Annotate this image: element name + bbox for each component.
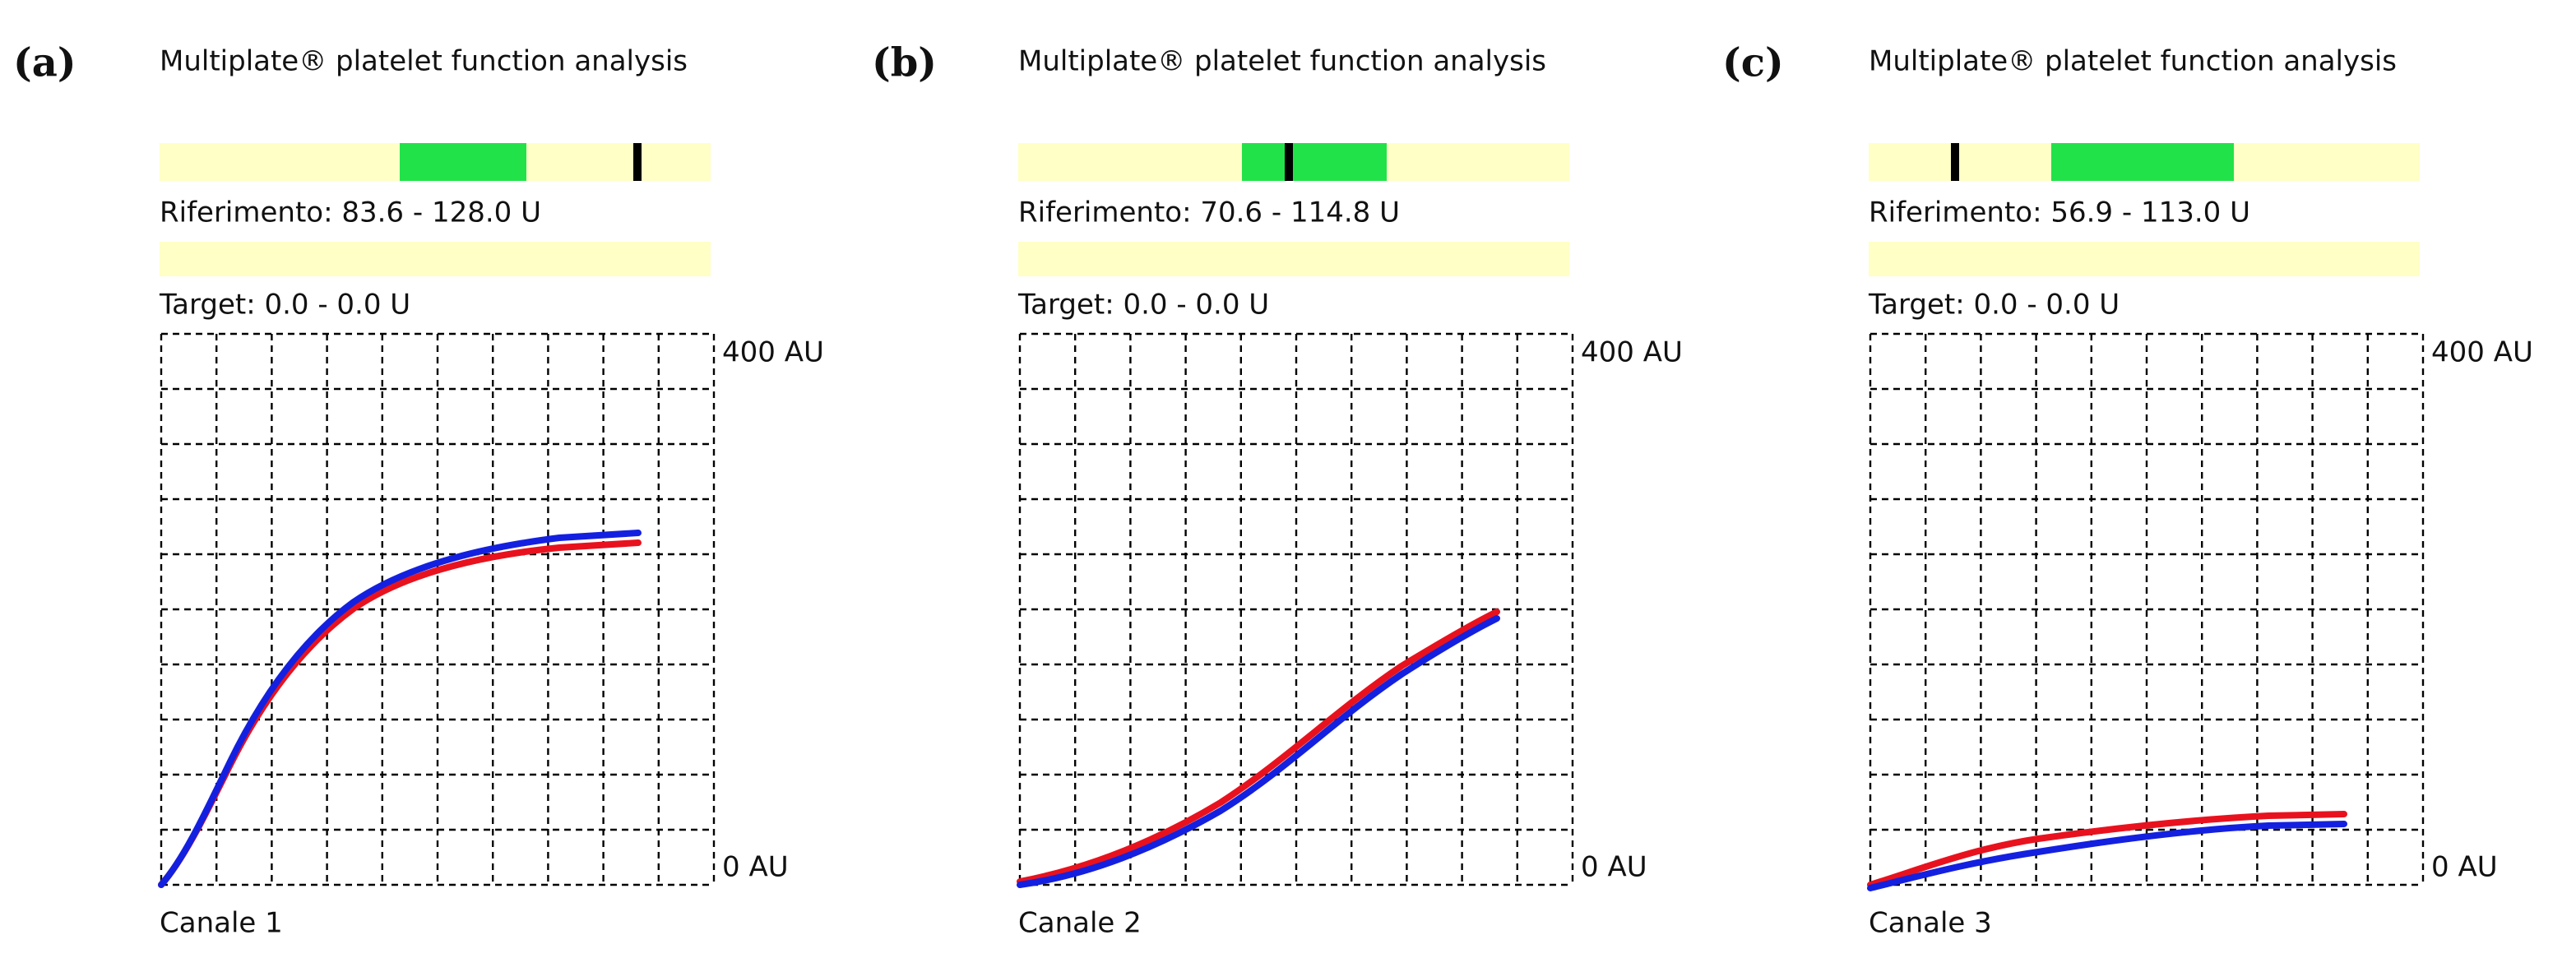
result-marker [633, 143, 642, 181]
target-bar [1869, 242, 2420, 276]
y-bottom-label: 0 AU [2431, 851, 2498, 884]
y-bottom-label: 0 AU [1581, 851, 1647, 884]
y-top-label: 400 AU [2431, 336, 2533, 369]
blue-curve [1017, 615, 1500, 888]
panel-label: (b) [872, 40, 937, 86]
grid [160, 332, 716, 886]
reference-text: Riferimento: 56.9 - 113.0 U [1869, 197, 2250, 229]
reference-text: Riferimento: 83.6 - 128.0 U [160, 197, 541, 229]
panel: (c) Multiplate® platelet function analysi… [1722, 40, 2533, 940]
target-text: Target: 0.0 - 0.0 U [1868, 289, 2120, 322]
reference-range [400, 143, 526, 181]
reference-text: Riferimento: 70.6 - 114.8 U [1018, 197, 1400, 229]
panel-title: Multiplate® platelet function analysis [160, 45, 688, 78]
target-bar [160, 242, 711, 276]
channel-label: Canale 3 [1869, 907, 1992, 940]
panel-label: (a) [13, 40, 76, 86]
channel-label: Canale 2 [1018, 907, 1142, 940]
panel: (b) Multiplate® platelet function analysi… [872, 40, 1683, 940]
red-curve [158, 539, 642, 888]
blue-curve [158, 530, 642, 888]
reference-range [1242, 143, 1387, 181]
target-text: Target: 0.0 - 0.0 U [159, 289, 410, 322]
red-curve [1867, 811, 2347, 888]
grid [1869, 332, 2425, 886]
panel-title: Multiplate® platelet function analysis [1869, 45, 2397, 78]
y-bottom-label: 0 AU [722, 851, 789, 884]
target-text: Target: 0.0 - 0.0 U [1017, 289, 1269, 322]
y-top-label: 400 AU [1581, 336, 1683, 369]
grid [1018, 332, 1574, 886]
channel-label: Canale 1 [160, 907, 283, 940]
panel: (a) Multiplate® platelet function analysi… [13, 40, 824, 940]
panel-title: Multiplate® platelet function analysis [1018, 45, 1546, 78]
reference-range [2051, 143, 2234, 181]
target-bar [1018, 242, 1569, 276]
red-curve [1017, 609, 1500, 885]
blue-curve [1867, 821, 2347, 891]
y-top-label: 400 AU [722, 336, 824, 369]
panel-label: (c) [1722, 40, 1784, 86]
result-marker [1285, 143, 1293, 181]
result-marker [1951, 143, 1959, 181]
